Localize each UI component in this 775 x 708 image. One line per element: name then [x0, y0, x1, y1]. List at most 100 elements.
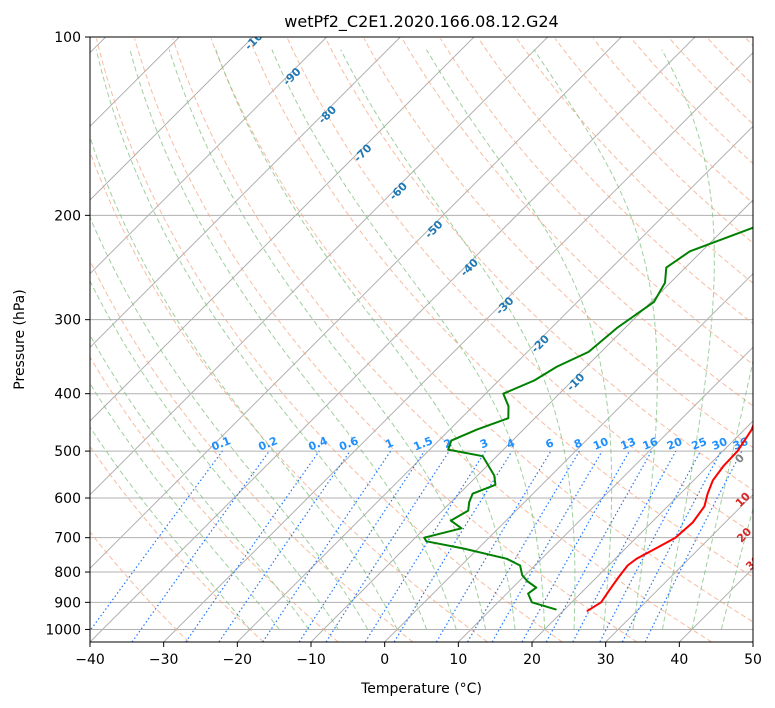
dry-adiabat-line — [439, 38, 753, 366]
isotherm-gridline — [90, 37, 475, 422]
x-tick-label: 10 — [449, 652, 467, 668]
mixing-ratio-line — [325, 450, 450, 642]
isotherm-gridline — [678, 567, 753, 642]
moist-adiabat-label: 10 — [733, 490, 753, 510]
dry-adiabat-line — [210, 38, 753, 623]
mixing-ratio-label: 20 — [665, 435, 684, 453]
mixing-ratio-label: 6 — [544, 436, 556, 451]
y-tick-label: 900 — [54, 595, 81, 611]
dry-adiabat-line — [90, 150, 488, 642]
x-tick-label: −30 — [149, 652, 179, 668]
dry-adiabat-label: -10 — [564, 370, 587, 393]
moist-adiabat-line — [425, 49, 613, 630]
x-tick-label: 20 — [523, 652, 541, 668]
moist-adiabat-label: 20 — [734, 525, 754, 545]
dry-adiabat-label: -100 — [242, 24, 271, 53]
isotherm-gridline — [90, 37, 696, 642]
isotherm-gridline — [236, 125, 753, 642]
mixing-ratio-line — [599, 450, 702, 642]
dry-adiabat-line — [134, 38, 638, 642]
x-axis: −40 −30 −20 −10 0 10 20 30 40 50 — [75, 642, 762, 668]
plot-frame — [89, 36, 754, 643]
dry-adiabat-label: -60 — [387, 179, 410, 202]
isotherm-gridline — [90, 37, 549, 496]
dry-adiabat-label: -70 — [351, 141, 374, 164]
x-tick-label: 0 — [380, 652, 389, 668]
y-axis-label: Pressure (hPa) — [12, 289, 28, 389]
moist-adiabat-line — [271, 49, 546, 630]
y-axis: 100 200 300 400 500 600 700 800 900 1000 — [45, 30, 90, 638]
y-tick-label: 500 — [54, 444, 81, 460]
moist-adiabat-line — [691, 358, 753, 630]
dry-adiabat-label: -80 — [316, 103, 339, 126]
dry-adiabat-line — [90, 356, 339, 642]
dry-adiabat-line — [287, 38, 753, 534]
chart-title: wetPf2_C2E1.2020.166.08.12.G24 — [284, 12, 558, 32]
isotherm-gridline — [605, 493, 753, 642]
mixing-ratio-line — [393, 450, 513, 642]
moist-adiabat-line — [720, 506, 753, 630]
dry-adiabat-line — [95, 38, 563, 642]
dry-adiabat-label: -50 — [422, 218, 445, 241]
moist-adiabat-line — [90, 334, 310, 630]
moist-adiabat-line — [90, 426, 251, 630]
dry-adiabat-line — [478, 38, 753, 325]
dry-adiabat-label: -40 — [458, 256, 481, 279]
mixing-ratio-line — [644, 450, 743, 642]
mixing-ratio-label: 3 — [478, 436, 490, 451]
dry-adiabat-line — [592, 38, 753, 204]
mixing-ratio-label: 25 — [690, 435, 709, 453]
dry-adiabat-label: -90 — [280, 65, 303, 88]
x-axis-label: Temperature (°C) — [360, 681, 482, 697]
mixing-ratio-label: 4 — [505, 436, 517, 451]
y-tick-label: 800 — [54, 565, 81, 581]
plot-area: 0.1 0.2 0.4 0.6 1 1.5 2 3 4 6 8 10 13 16 20 25 30 36-100-… — [90, 24, 775, 642]
mixing-ratio-label: 13 — [619, 435, 638, 453]
mixing-ratio-line — [466, 450, 580, 642]
x-tick-label: −10 — [296, 652, 326, 668]
dewpoint-profile-line — [423, 226, 753, 611]
moist-adiabat-line — [90, 382, 280, 630]
mixing-ratio-line — [185, 450, 320, 642]
x-tick-label: 30 — [597, 652, 615, 668]
moist-adiabat-line — [90, 135, 398, 630]
y-tick-label: 700 — [54, 531, 81, 547]
y-tick-label: 1000 — [45, 622, 81, 638]
dry-adiabat-line — [90, 445, 264, 642]
isotherm-gridline — [384, 272, 753, 642]
x-tick-label: −20 — [223, 652, 253, 668]
x-tick-label: −40 — [75, 652, 105, 668]
mixing-ratio-line — [90, 450, 223, 632]
moist-adiabat-line — [90, 279, 339, 630]
y-tick-label: 100 — [54, 30, 81, 46]
isotherm-gridline — [531, 420, 753, 642]
mixing-ratio-line — [262, 450, 392, 642]
moist-adiabat-line — [95, 49, 428, 630]
mixing-ratio-line — [572, 450, 677, 642]
dry-adiabat-line — [669, 38, 753, 125]
moist-adiabat-label: 30 — [743, 553, 763, 573]
dry-adiabat-label: -30 — [493, 294, 516, 317]
dry-adiabat-line — [90, 259, 414, 642]
mixing-ratio-label: 30 — [710, 435, 729, 453]
isotherm-gridline — [457, 346, 753, 642]
moist-adiabat-line — [533, 49, 658, 630]
mixing-ratio-line — [521, 450, 631, 642]
moist-adiabat-label: 40 — [759, 581, 775, 601]
mixing-ratio-line — [218, 450, 351, 642]
moist-adiabat-line — [215, 49, 516, 630]
moist-adiabat-line — [90, 215, 369, 630]
mixing-ratio-label: 16 — [641, 435, 660, 453]
isotherm-gridline — [163, 51, 753, 642]
mixing-ratio-label: 10 — [591, 435, 610, 453]
mixing-ratio-line — [545, 450, 653, 642]
dry-adiabat-line — [401, 38, 753, 407]
y-tick-label: 300 — [54, 313, 81, 329]
dry-adiabat-line — [325, 38, 753, 491]
isotherm-gridline — [90, 37, 401, 349]
dry-adiabat-line — [516, 38, 753, 284]
isotherm-gridline — [90, 37, 254, 201]
y-tick-label: 400 — [54, 387, 81, 403]
y-tick-label: 600 — [54, 491, 81, 507]
